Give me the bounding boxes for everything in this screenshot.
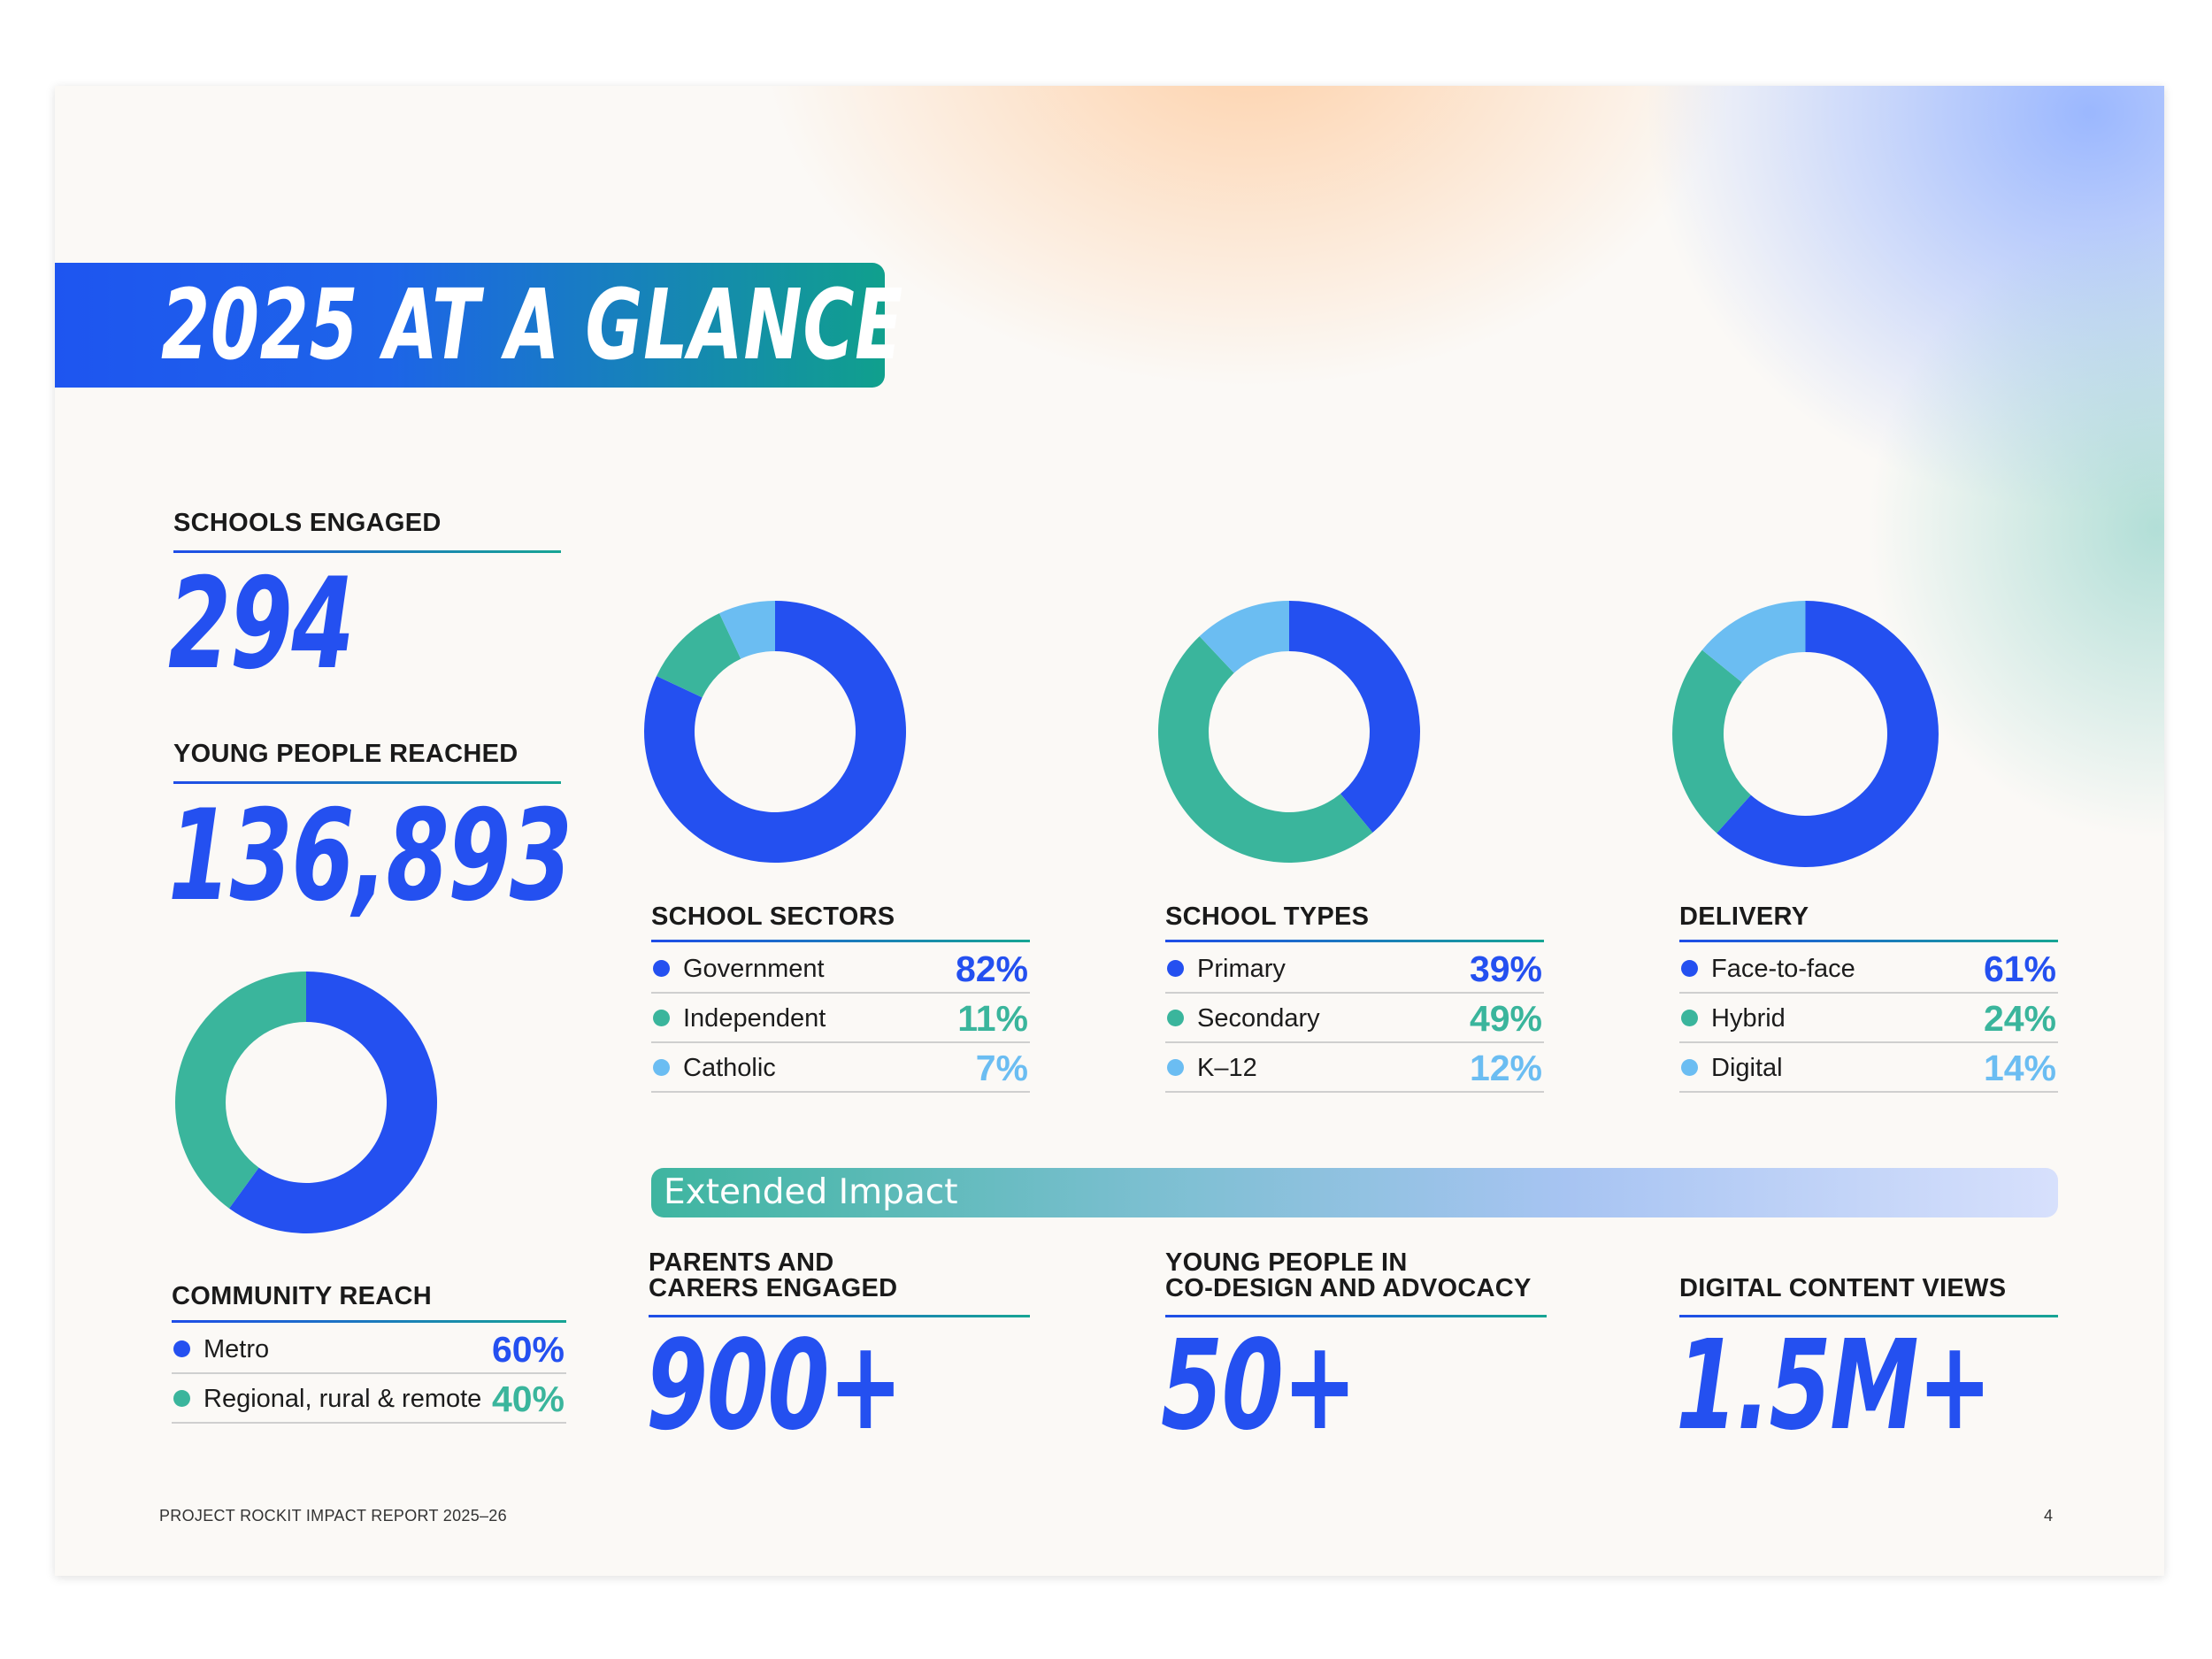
digital-content-views-value: 1.5M+ — [1676, 1314, 1993, 1458]
title-banner: 2025 AT A GLANCE — [55, 263, 902, 388]
legend-label-hybrid: Hybrid — [1711, 1004, 1786, 1033]
school-types-donut — [1157, 601, 1420, 864]
catholic-dot — [653, 1059, 670, 1076]
legend-label-government: Government — [683, 955, 825, 983]
delivery-title: DELIVERY — [1679, 902, 1809, 931]
delivery-slice-2 — [1701, 601, 1806, 683]
young-people-reached-rule — [173, 781, 561, 784]
codesign-label-line2: CO-DESIGN AND ADVOCACY — [1165, 1274, 1532, 1302]
legend-value-government: 82% — [955, 949, 1028, 989]
school-sectors-donut — [644, 601, 906, 863]
codesign-rule — [1165, 1315, 1547, 1317]
community-slice-1 — [174, 972, 306, 1209]
legend-value-digital: 14% — [1983, 1048, 2056, 1088]
codesign-value: 50+ — [1161, 1314, 1357, 1458]
digital-dot — [1681, 1059, 1698, 1076]
parents-carers-value: 900+ — [646, 1314, 903, 1458]
young-people-reached-value: 136,893 — [168, 783, 572, 929]
secondary-dot — [1167, 1010, 1184, 1026]
codesign-label-line1: YOUNG PEOPLE IN — [1165, 1248, 1408, 1277]
school-sectors-title: SCHOOL SECTORS — [651, 902, 895, 931]
school-types-legend: Primary 39% Secondary 49% K–12 12% — [1165, 944, 1544, 1093]
delivery-legend: Face-to-face 61% Hybrid 24% Digital 14% — [1679, 944, 2058, 1093]
digital-content-views-label: DIGITAL CONTENT VIEWS — [1679, 1274, 2007, 1302]
legend-label-metro: Metro — [204, 1335, 270, 1363]
report-page: 2025 AT A GLANCE SCHOOLS ENGAGED 294 YOU… — [55, 86, 2164, 1576]
community-reach-title: COMMUNITY REACH — [172, 1282, 432, 1310]
community-reach-donut — [174, 972, 438, 1233]
legend-row-catholic: Catholic 7% — [651, 1043, 1030, 1093]
legend-row-independent: Independent 11% — [651, 994, 1030, 1043]
page-title: 2025 AT A GLANCE — [161, 268, 903, 381]
legend-label-secondary: Secondary — [1197, 1004, 1320, 1033]
hybrid-dot — [1681, 1010, 1698, 1026]
delivery-slice-0 — [1717, 601, 1939, 867]
legend-label-catholic: Catholic — [683, 1054, 776, 1082]
delivery-donut — [1672, 601, 1939, 867]
legend-label-regional: Regional, rural & remote — [204, 1385, 482, 1413]
page-number: 4 — [2044, 1507, 2054, 1525]
legend-row-digital: Digital 14% — [1679, 1043, 2058, 1093]
school-types-rule — [1165, 940, 1544, 942]
community-slice-0 — [229, 972, 438, 1233]
legend-label-independent: Independent — [683, 1004, 826, 1033]
legend-row-face-to-face: Face-to-face 61% — [1679, 944, 2058, 994]
sectors-slice-2 — [718, 601, 775, 659]
legend-value-catholic: 7% — [975, 1048, 1028, 1088]
school-sectors-legend: Government 82% Independent 11% Catholic … — [651, 944, 1030, 1093]
legend-label-primary: Primary — [1197, 955, 1286, 983]
legend-row-regional: Regional, rural & remote 40% — [172, 1374, 566, 1424]
delivery-rule — [1679, 940, 2058, 942]
legend-row-secondary: Secondary 49% — [1165, 994, 1544, 1043]
footer-report-title: PROJECT ROCKIT IMPACT REPORT 2025–26 — [159, 1507, 507, 1525]
types-slice-2 — [1199, 601, 1289, 673]
sectors-slice-1 — [657, 613, 741, 698]
legend-value-k12: 12% — [1469, 1048, 1542, 1088]
schools-engaged-label: SCHOOLS ENGAGED — [173, 509, 442, 537]
parents-carers-rule — [649, 1315, 1030, 1317]
legend-value-metro: 60% — [491, 1329, 565, 1370]
school-types-title: SCHOOL TYPES — [1165, 902, 1370, 931]
legend-value-face-to-face: 61% — [1983, 949, 2056, 989]
parents-carers-label-line2: CARERS ENGAGED — [649, 1274, 898, 1302]
school-sectors-rule — [651, 940, 1030, 942]
young-people-reached-label: YOUNG PEOPLE REACHED — [173, 740, 518, 768]
decorative-glow-orange — [763, 86, 1736, 387]
legend-value-independent: 11% — [957, 998, 1028, 1039]
legend-row-metro: Metro 60% — [172, 1325, 566, 1374]
types-slice-1 — [1157, 636, 1373, 864]
regional-dot — [173, 1390, 190, 1407]
parents-carers-label-line1: PARENTS AND — [649, 1248, 834, 1277]
legend-label-k12: K–12 — [1197, 1054, 1257, 1082]
face-to-face-dot — [1681, 960, 1698, 977]
extended-impact-bar: Extended Impact — [651, 1168, 2058, 1217]
independent-dot — [653, 1010, 670, 1026]
digital-content-views-rule — [1679, 1315, 2058, 1317]
extended-impact-title: Extended Impact — [664, 1172, 958, 1212]
sectors-slice-0 — [644, 601, 906, 863]
types-slice-0 — [1289, 601, 1420, 833]
legend-row-hybrid: Hybrid 24% — [1679, 994, 2058, 1043]
legend-value-primary: 39% — [1469, 949, 1542, 989]
primary-dot — [1167, 960, 1184, 977]
legend-label-digital: Digital — [1711, 1054, 1783, 1082]
k12-dot — [1167, 1059, 1184, 1076]
legend-row-primary: Primary 39% — [1165, 944, 1544, 994]
legend-value-secondary: 49% — [1469, 998, 1542, 1039]
legend-value-regional: 40% — [491, 1379, 565, 1419]
delivery-slice-1 — [1672, 649, 1751, 833]
legend-label-face-to-face: Face-to-face — [1711, 955, 1855, 983]
schools-engaged-rule — [173, 550, 561, 553]
community-reach-legend: Metro 60% Regional, rural & remote 40% — [172, 1325, 566, 1424]
legend-row-k12: K–12 12% — [1165, 1043, 1544, 1093]
schools-engaged-value: 294 — [168, 551, 355, 697]
legend-row-government: Government 82% — [651, 944, 1030, 994]
community-reach-rule — [172, 1320, 566, 1323]
legend-value-hybrid: 24% — [1983, 998, 2056, 1039]
government-dot — [653, 960, 670, 977]
metro-dot — [173, 1340, 190, 1357]
